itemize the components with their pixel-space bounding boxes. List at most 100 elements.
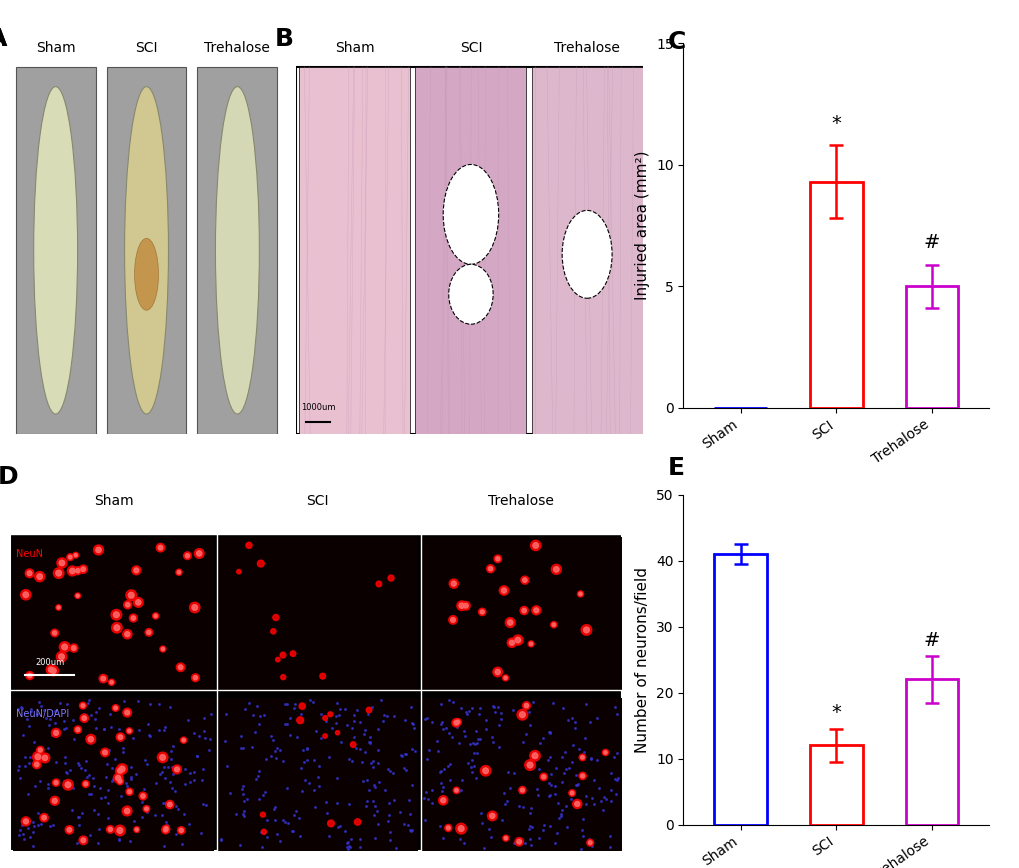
Point bbox=[535, 770, 551, 784]
Point bbox=[92, 781, 108, 795]
Point bbox=[287, 804, 304, 818]
Point bbox=[231, 838, 248, 852]
Point bbox=[606, 773, 623, 786]
Point bbox=[440, 821, 457, 835]
Point bbox=[58, 766, 74, 779]
Point bbox=[556, 745, 573, 759]
Point bbox=[544, 696, 560, 710]
Point bbox=[511, 799, 527, 813]
Point bbox=[511, 835, 527, 849]
Point bbox=[162, 775, 178, 789]
Point bbox=[482, 562, 498, 575]
Point bbox=[157, 720, 173, 733]
Point bbox=[172, 661, 189, 674]
Point bbox=[523, 637, 539, 651]
Point bbox=[292, 707, 309, 721]
Point bbox=[82, 828, 98, 842]
Point bbox=[9, 702, 25, 716]
Point bbox=[468, 724, 484, 738]
Point bbox=[531, 762, 547, 776]
Point bbox=[141, 626, 157, 640]
Point bbox=[274, 754, 290, 768]
Point bbox=[234, 740, 251, 754]
Point bbox=[227, 806, 244, 820]
Point bbox=[340, 798, 357, 812]
Ellipse shape bbox=[124, 87, 168, 414]
Point bbox=[453, 773, 470, 786]
Point bbox=[517, 837, 533, 851]
Point bbox=[75, 562, 92, 576]
Point bbox=[251, 717, 267, 731]
Point bbox=[319, 806, 335, 819]
Text: SCI: SCI bbox=[460, 41, 482, 55]
Point bbox=[583, 753, 599, 766]
Point bbox=[221, 786, 237, 800]
Point bbox=[452, 822, 469, 836]
Point bbox=[168, 799, 184, 812]
Point bbox=[69, 836, 86, 850]
Point bbox=[539, 753, 555, 767]
Text: D: D bbox=[0, 465, 18, 489]
Point bbox=[444, 613, 461, 627]
Point bbox=[451, 701, 468, 715]
Point bbox=[67, 549, 84, 562]
Point bbox=[523, 820, 539, 834]
Point bbox=[516, 603, 532, 617]
Point bbox=[290, 811, 307, 825]
Point bbox=[141, 727, 157, 741]
Point bbox=[574, 823, 590, 837]
Point bbox=[50, 601, 66, 615]
Point bbox=[468, 736, 484, 750]
Point bbox=[276, 697, 292, 711]
Point bbox=[266, 799, 282, 813]
Point bbox=[497, 671, 514, 685]
Point bbox=[451, 832, 468, 846]
Point bbox=[299, 742, 315, 756]
Point bbox=[545, 618, 561, 632]
Point bbox=[401, 823, 418, 837]
Point bbox=[344, 738, 361, 752]
Point bbox=[56, 640, 72, 654]
Point bbox=[435, 793, 451, 807]
Point bbox=[358, 799, 374, 812]
Point bbox=[575, 745, 591, 759]
Point bbox=[577, 789, 593, 803]
Point bbox=[549, 796, 566, 810]
Point bbox=[17, 588, 34, 602]
Point bbox=[274, 813, 290, 827]
Point bbox=[486, 705, 502, 719]
Point bbox=[74, 699, 91, 713]
Bar bbox=[15, 67, 96, 434]
Point bbox=[601, 840, 618, 854]
Point bbox=[76, 711, 93, 725]
Point bbox=[434, 722, 450, 736]
Point bbox=[83, 733, 99, 746]
Bar bbox=[421, 537, 621, 690]
Point bbox=[38, 711, 54, 725]
Point bbox=[581, 832, 597, 845]
Point bbox=[480, 822, 496, 836]
Point bbox=[570, 778, 586, 792]
Point bbox=[332, 819, 348, 832]
Point bbox=[328, 695, 344, 709]
Point bbox=[171, 821, 187, 835]
Point bbox=[485, 735, 501, 749]
Point bbox=[48, 726, 64, 740]
Point bbox=[48, 776, 64, 790]
Point bbox=[142, 697, 158, 711]
Point bbox=[161, 798, 177, 812]
Point bbox=[564, 711, 580, 725]
Point bbox=[164, 781, 180, 795]
Point bbox=[486, 807, 502, 821]
Point bbox=[531, 831, 547, 845]
Point bbox=[339, 835, 356, 849]
Point bbox=[526, 745, 542, 759]
Point bbox=[13, 818, 30, 832]
Point bbox=[397, 746, 414, 760]
Point bbox=[464, 765, 480, 779]
Point bbox=[118, 779, 135, 792]
Point bbox=[202, 733, 218, 746]
Point bbox=[217, 734, 233, 748]
Point bbox=[301, 776, 317, 790]
Point bbox=[279, 717, 296, 731]
